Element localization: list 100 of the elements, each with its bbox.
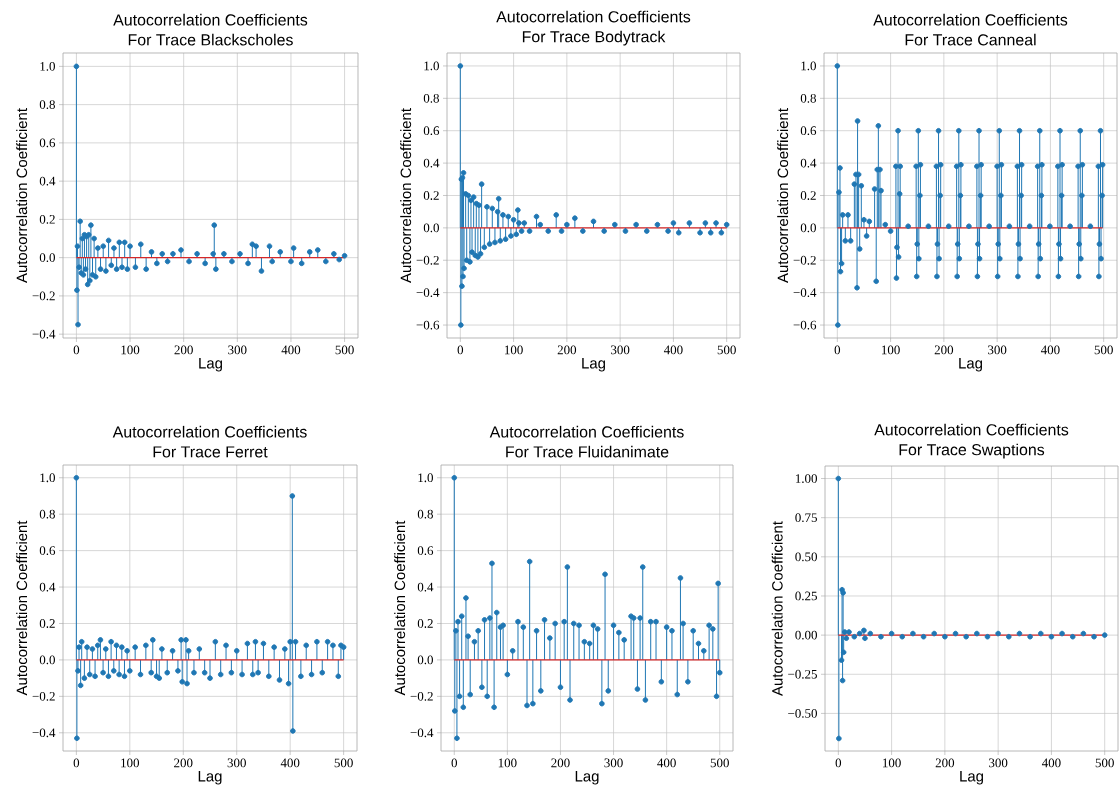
x-tick-label: 400	[281, 345, 301, 355]
point	[910, 630, 916, 637]
y-tick-label: 0.4	[39, 582, 56, 592]
y-axis-title: Autocorrelation Coefficient	[400, 108, 412, 283]
x-tick-label: 400	[1040, 345, 1060, 355]
x-tick-label: 200	[557, 345, 577, 355]
y-tick-label: 0.2	[39, 215, 55, 224]
point	[856, 630, 863, 637]
y-tick-label: 0.6	[39, 138, 56, 148]
point	[1048, 633, 1055, 640]
x-axis-title: Lag	[198, 771, 222, 785]
x-tick-label: 500	[710, 758, 729, 768]
chart-subtitle: For Trace Canneal	[905, 33, 1036, 46]
y-tick-label: 0.2	[417, 619, 433, 628]
x-tick-label: 100	[121, 345, 140, 355]
y-tick-label: 0.8	[39, 509, 55, 519]
point	[838, 657, 845, 663]
x-tick-label: 400	[663, 345, 683, 355]
x-axis-title: Lag	[199, 358, 222, 372]
point	[1059, 630, 1065, 637]
x-tick-label: 0	[835, 758, 842, 768]
x-tick-label: 0	[73, 758, 80, 768]
x-axis-title: Lag	[582, 358, 605, 372]
point	[899, 633, 906, 640]
point	[839, 677, 846, 684]
y-tick-label: 0.2	[423, 191, 439, 200]
point	[835, 475, 842, 482]
x-axis-title: Lag	[960, 771, 983, 785]
y-tick-label: 0.6	[423, 126, 440, 136]
y-tick-label: −0.2	[793, 255, 816, 265]
y-tick-label: 0.4	[417, 582, 434, 592]
y-tick-label: 0.6	[800, 126, 817, 136]
point	[841, 629, 848, 635]
x-tick-label: 500	[334, 758, 353, 768]
y-tick-label: 1.0	[418, 473, 433, 483]
point	[888, 630, 895, 637]
chart-subtitle: For Trace Fluidanimate	[506, 445, 669, 458]
point	[952, 630, 959, 637]
chart-subtitle: For Trace Bodytrack	[522, 30, 666, 46]
x-tick-label: 500	[335, 345, 354, 355]
point	[867, 630, 874, 637]
y-tick-label: 0.8	[39, 100, 55, 110]
point	[851, 633, 858, 640]
y-tick-label: 0.0	[417, 655, 433, 665]
y-axis-title: Autocorrelation Coefficient	[394, 520, 406, 696]
y-tick-label: −0.4	[32, 329, 56, 339]
chart-subtitle: For Trace Blackscholes	[128, 33, 293, 46]
y-tick-label: −0.2	[32, 691, 55, 701]
x-axis-title: Lag	[959, 358, 982, 372]
y-tick-label: −0.50	[788, 709, 817, 718]
point	[920, 633, 927, 640]
point	[931, 630, 938, 637]
x-tick-label: 100	[505, 345, 523, 355]
point	[1037, 630, 1044, 637]
x-tick-label: 300	[988, 345, 1007, 355]
y-tick-label: −0.2	[416, 255, 439, 265]
y-tick-label: 0.50	[795, 552, 817, 562]
x-tick-label: 200	[934, 345, 954, 355]
y-tick-label: 0.2	[800, 191, 816, 200]
y-tick-label: −0.6	[416, 320, 440, 330]
chart-subtitle: For Trace Swaptions	[899, 443, 1045, 459]
x-tick-label: 100	[498, 758, 517, 768]
y-tick-label: 1.0	[424, 61, 439, 71]
y-axis-title: Autocorrelation Coefficient	[16, 520, 28, 696]
x-tick-label: 300	[611, 345, 630, 355]
y-axis-title: Autocorrelation Coefficient	[777, 108, 789, 283]
x-tick-label: 0	[457, 345, 464, 355]
y-tick-label: 0.6	[417, 546, 434, 556]
y-tick-label: 1.00	[795, 474, 817, 483]
y-tick-label: 0.2	[39, 619, 55, 628]
x-tick-label: 400	[280, 758, 300, 768]
y-tick-label: −0.4	[32, 728, 56, 738]
y-tick-label: −0.4	[410, 728, 434, 738]
chart-title: Autocorrelation Coefficients	[874, 423, 1069, 436]
y-axis-title: Autocorrelation Coefficient	[771, 521, 783, 696]
point	[836, 735, 842, 742]
x-tick-label: 300	[989, 758, 1008, 768]
chart-title: Autocorrelation Coefficients	[112, 425, 307, 438]
point	[1101, 632, 1108, 638]
x-tick-label: 0	[834, 345, 841, 355]
point	[843, 635, 850, 642]
x-tick-label: 0	[451, 758, 458, 768]
y-axis-title: Autocorrelation Coefficient	[16, 108, 28, 283]
y-tick-label: 0.00	[795, 630, 817, 640]
x-tick-label: 400	[1041, 758, 1061, 768]
point	[1069, 633, 1076, 640]
y-tick-label: 0.0	[39, 655, 55, 665]
x-tick-label: 200	[935, 758, 955, 768]
y-tick-label: 0.75	[795, 513, 817, 523]
y-tick-label: 0.8	[423, 93, 439, 103]
y-tick-label: −0.4	[416, 288, 440, 298]
y-tick-label: 1.0	[801, 61, 816, 71]
x-tick-label: 200	[174, 345, 193, 355]
y-tick-label: −0.2	[32, 291, 55, 301]
y-tick-label: 0.8	[417, 509, 433, 519]
y-tick-label: 0.0	[423, 223, 439, 233]
x-tick-label: 400	[657, 758, 676, 768]
x-tick-label: 100	[121, 758, 140, 768]
y-tick-label: −0.2	[410, 691, 433, 701]
chart-title: Autocorrelation Coefficients	[873, 13, 1068, 26]
